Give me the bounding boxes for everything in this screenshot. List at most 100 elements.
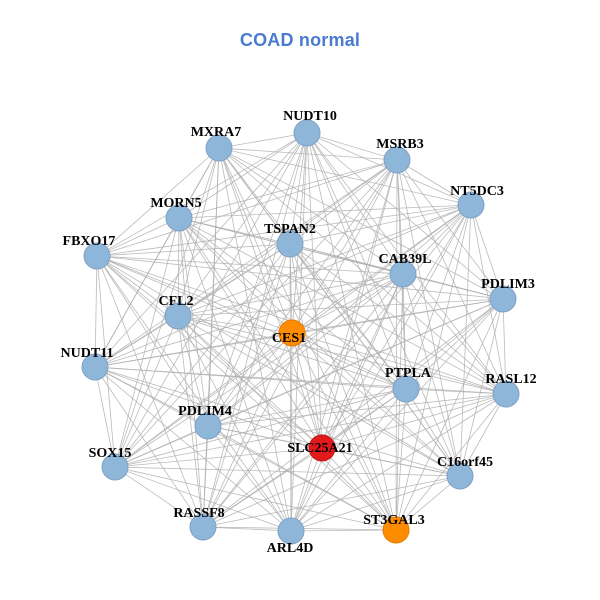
network-edge xyxy=(94,366,116,468)
network-edge xyxy=(178,217,461,477)
network-node-TSPAN2 xyxy=(276,230,304,258)
node-label-SOX15: SOX15 xyxy=(89,446,132,461)
node-label-NT5DC3: NT5DC3 xyxy=(450,184,504,199)
network-edge xyxy=(218,147,293,334)
network-node-SLC25A21 xyxy=(308,434,336,462)
network-edge xyxy=(178,217,397,531)
network-edge xyxy=(96,217,180,257)
network-edge xyxy=(207,393,507,427)
network-edge xyxy=(321,447,397,531)
node-label-ARL4D: ARL4D xyxy=(267,541,314,556)
network-edge xyxy=(114,393,507,468)
network-edge xyxy=(202,526,292,532)
network-edge xyxy=(202,393,507,528)
network-edge xyxy=(202,447,323,528)
network-edge xyxy=(114,132,308,468)
node-label-CFL2: CFL2 xyxy=(159,294,194,309)
network-edge xyxy=(96,255,504,300)
network-edge xyxy=(94,243,291,368)
network-edge xyxy=(470,204,504,300)
network-edge xyxy=(94,332,293,368)
network-edge xyxy=(218,147,504,300)
network-edge xyxy=(207,332,293,427)
network-edge xyxy=(290,447,323,532)
network-edge xyxy=(178,132,308,219)
network-edge xyxy=(114,332,293,468)
network-node-PTPLA xyxy=(392,375,420,403)
edge-layer xyxy=(94,132,507,532)
network-edge xyxy=(395,204,472,531)
network-node-NUDT10 xyxy=(293,119,321,147)
network-edge xyxy=(290,529,397,532)
network-edge xyxy=(459,393,507,477)
network-edge xyxy=(114,315,179,468)
network-edge xyxy=(290,159,398,532)
network-node-PDLIM4 xyxy=(194,412,222,440)
network-edge xyxy=(177,273,404,317)
network-edge xyxy=(202,475,461,528)
network-edge xyxy=(96,159,398,257)
network-node-MSRB3 xyxy=(383,146,411,174)
network-edge xyxy=(96,204,472,257)
network-edge xyxy=(289,204,472,245)
network-edge xyxy=(291,332,407,390)
node-label-PDLIM3: PDLIM3 xyxy=(481,277,535,292)
network-edge xyxy=(178,217,209,427)
network-edge xyxy=(218,147,404,275)
node-label-MSRB3: MSRB3 xyxy=(376,137,423,152)
network-node-RASL12 xyxy=(492,380,520,408)
node-label-NUDT10: NUDT10 xyxy=(283,109,337,124)
network-edge xyxy=(321,273,404,449)
network-edge xyxy=(94,255,98,368)
network-edge xyxy=(321,393,507,449)
network-edge xyxy=(396,159,472,206)
network-edge xyxy=(96,255,179,317)
network-edge xyxy=(96,255,404,275)
node-label-TSPAN2: TSPAN2 xyxy=(264,222,316,237)
node-label-NUDT11: NUDT11 xyxy=(61,346,114,361)
network-edge xyxy=(96,255,209,427)
node-layer xyxy=(81,119,520,545)
network-edge xyxy=(96,255,204,528)
network-node-C16orf45 xyxy=(446,462,474,490)
node-label-MXRA7: MXRA7 xyxy=(191,125,242,140)
network-edge xyxy=(96,147,220,257)
network-edge xyxy=(202,388,407,528)
network-edge xyxy=(94,366,397,531)
network-edge xyxy=(177,315,507,395)
node-label-C16orf45: C16orf45 xyxy=(437,455,493,470)
node-label-FBXO17: FBXO17 xyxy=(63,234,116,249)
network-edge xyxy=(202,132,308,528)
network-node-CES1 xyxy=(278,319,306,347)
network-edge xyxy=(207,425,397,531)
network-edge xyxy=(405,388,507,395)
network-node-MORN5 xyxy=(165,204,193,232)
network-edge xyxy=(96,255,293,334)
network-edge xyxy=(94,315,179,368)
network-edge xyxy=(218,147,398,161)
network-edge xyxy=(291,332,507,395)
network-node-RASSF8 xyxy=(189,513,217,541)
network-node-NT5DC3 xyxy=(457,191,485,219)
network-edge xyxy=(94,366,292,532)
network-edge xyxy=(94,366,204,528)
network-edge xyxy=(291,132,308,334)
network-edge xyxy=(405,204,472,390)
node-label-MORN5: MORN5 xyxy=(150,196,201,211)
network-edge xyxy=(114,447,323,468)
network-edge xyxy=(94,273,404,368)
node-label-PTPLA: PTPLA xyxy=(385,366,432,381)
network-edge xyxy=(395,393,507,531)
network-edge xyxy=(177,315,323,449)
network-edge xyxy=(396,159,504,300)
network-edge xyxy=(402,273,507,395)
network-edge xyxy=(395,273,404,531)
network-edge xyxy=(177,315,397,531)
network-edge xyxy=(395,388,407,531)
network-edge xyxy=(218,147,507,395)
network-edge xyxy=(291,159,398,334)
network-edge xyxy=(306,132,404,275)
network-edge xyxy=(290,475,461,532)
network-edge xyxy=(178,159,398,219)
